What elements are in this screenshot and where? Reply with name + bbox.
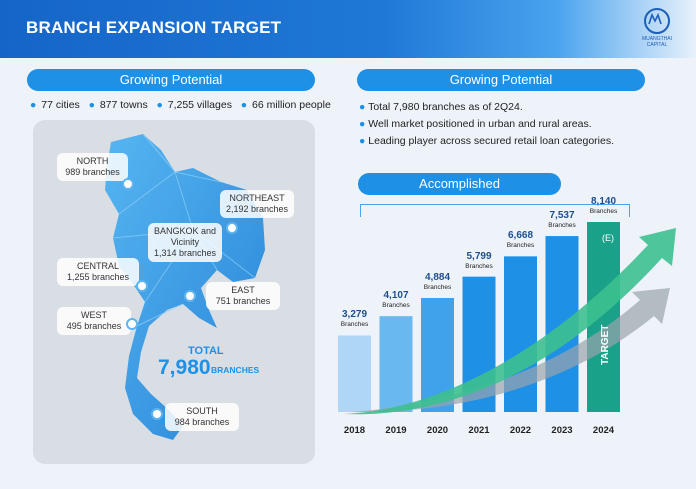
target-label: TARGET (600, 324, 611, 365)
bar-value-unit: Branches (548, 222, 576, 230)
year-tick-label: 2022 (509, 425, 532, 436)
region-bangkok-branches: 1,314 branches (153, 248, 217, 258)
bar-value-unit: Branches (382, 302, 410, 310)
bar-value-label: 6,668 Branches (499, 231, 543, 251)
bar-value-number: 7,537 (549, 210, 575, 222)
map-pin-icon (126, 318, 138, 330)
accomplished-pill: Accomplished (358, 173, 561, 195)
logo-text: MUANGTHAI CAPITAL (642, 36, 672, 48)
bar-2018 (338, 335, 371, 412)
accomplished-bracket (360, 204, 630, 217)
bullet-dot-icon: ● (240, 99, 248, 111)
bar-value-label: 7,537 Branches (540, 211, 584, 231)
region-northeast: NORTHEAST 2,192 branches (220, 190, 294, 218)
year-tick-label: 2018 (343, 425, 366, 436)
region-west-branches: 495 branches (66, 321, 122, 331)
bar-value-label: 8,140 Branches (582, 197, 626, 217)
region-east: EAST 751 branches (206, 282, 280, 310)
region-north-branches: 989 branches (65, 167, 120, 177)
region-central: CENTRAL 1,255 branches (57, 258, 139, 286)
bar-value-number: 4,884 (424, 272, 451, 283)
total-unit: BRANCHES (211, 365, 260, 375)
map-pin-icon (151, 408, 163, 420)
demographic-bullets: ● 77 cities ● 877 towns ● 7,255 villages… (30, 99, 331, 111)
region-north: NORTH 989 branches (57, 153, 128, 181)
map-pin-icon (226, 222, 238, 234)
company-logo: MUANGTHAI CAPITAL (637, 8, 677, 48)
bar-value-label: 3,279 Branches (333, 310, 377, 330)
region-south-branches: 984 branches (174, 417, 230, 427)
bullet-dot-icon: ● (359, 118, 366, 130)
region-central-name: CENTRAL (76, 261, 119, 271)
bar-value-number: 8,140 (590, 196, 617, 207)
year-tick-label: 2023 (551, 425, 573, 436)
bullet-towns: 877 towns (99, 99, 148, 111)
logo-icon (644, 8, 670, 34)
region-west-name: WEST (81, 310, 107, 320)
bar-value-number: 4,107 (383, 290, 409, 302)
right-section-pill: Growing Potential (357, 69, 645, 91)
total-value: 7,980 (158, 356, 211, 379)
left-section-pill: Growing Potential (27, 69, 315, 91)
region-northeast-branches: 2,192 branches (225, 204, 289, 214)
year-tick-label: 2021 (468, 425, 490, 436)
bullet-dot-icon: ● (359, 135, 366, 147)
region-central-branches: 1,255 branches (66, 272, 130, 282)
bullet-dot-icon: ● (156, 99, 163, 111)
bullet-cities: 77 cities (41, 99, 80, 111)
right-bullet-item: ● Total 7,980 branches as of 2Q24. (359, 99, 614, 116)
bar-2019 (379, 316, 413, 412)
region-east-branches: 751 branches (215, 296, 271, 306)
bullet-villages: 7,255 villages (167, 99, 232, 111)
bullet-people: 66 million people (251, 99, 331, 111)
right-bullet-item: ● Well market positioned in urban and ru… (359, 116, 614, 133)
right-bullet-text: Leading player across secured retail loa… (368, 135, 614, 147)
region-west: WEST 495 branches (57, 307, 131, 335)
bar-value-unit: Branches (465, 262, 493, 270)
region-northeast-name: NORTHEAST (229, 193, 285, 203)
region-bangkok: BANGKOK and Vicinity 1,314 branches (148, 223, 222, 262)
bar-value-unit: Branches (423, 284, 452, 291)
header: BRANCH EXPANSION TARGET MUANGTHAI CAPITA… (0, 0, 696, 58)
year-tick-label: 2020 (426, 425, 449, 436)
right-bullet-item: ● Leading player across secured retail l… (359, 133, 614, 150)
region-south: SOUTH 984 branches (165, 403, 239, 431)
bar-value-label: 4,107 Branches (374, 291, 418, 311)
bar-value-unit: Branches (340, 321, 369, 329)
region-south-name: SOUTH (186, 406, 218, 416)
year-tick-label: 2019 (385, 425, 407, 436)
bullet-dot-icon: ● (88, 99, 95, 111)
region-east-name: EAST (231, 285, 255, 295)
right-bullet-text: Well market positioned in urban and rura… (368, 118, 592, 130)
map-pin-icon (184, 290, 196, 302)
bar-value-label: 4,884 Branches (416, 273, 460, 293)
right-bullet-text: Total 7,980 branches as of 2Q24. (368, 101, 523, 113)
bar-value-number: 6,668 (507, 230, 534, 242)
region-north-name: NORTH (76, 156, 109, 166)
branch-growth-chart (338, 222, 676, 415)
bullet-dot-icon: ● (30, 99, 37, 111)
bar-value-number: 5,799 (466, 250, 492, 262)
estimate-label: (E) (602, 233, 614, 243)
right-bullets: ● Total 7,980 branches as of 2Q24. ● Wel… (359, 99, 614, 150)
bar-value-label: 5,799 Branches (457, 250, 501, 272)
bar-value-unit: Branches (506, 242, 535, 250)
page-title: BRANCH EXPANSION TARGET (26, 18, 282, 37)
map-pin-icon (136, 280, 148, 292)
map-pin-icon (122, 178, 134, 190)
grey-growth-arrow (350, 288, 670, 413)
bullet-dot-icon: ● (359, 101, 366, 113)
year-tick-label: 2024 (592, 425, 615, 436)
total-label: TOTAL (188, 345, 224, 357)
region-bangkok-name: BANGKOK and Vicinity (153, 226, 217, 247)
bar-value-number: 3,279 (341, 309, 368, 321)
bar-value-unit: Branches (589, 208, 618, 215)
